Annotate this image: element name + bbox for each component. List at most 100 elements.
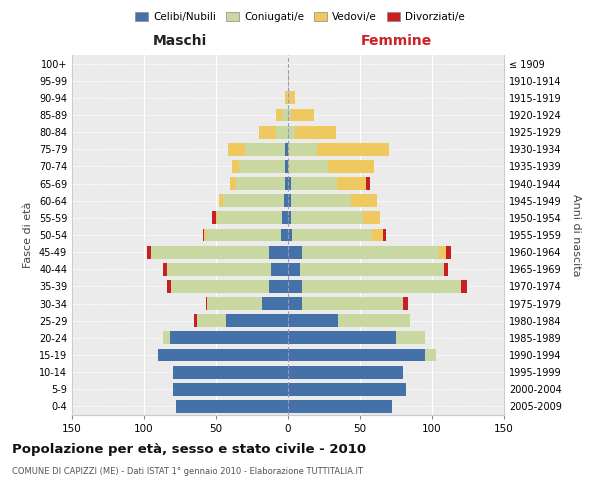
Bar — [151, 246, 269, 258]
Bar — [338, 314, 410, 327]
Bar — [443, 263, 448, 276]
Bar — [366, 177, 370, 190]
Bar — [288, 160, 328, 173]
Bar — [288, 177, 291, 190]
Bar — [328, 160, 374, 173]
Bar — [299, 263, 443, 276]
Bar — [163, 332, 170, 344]
Bar — [173, 383, 288, 396]
Bar — [396, 332, 425, 344]
Bar — [371, 228, 383, 241]
Text: Maschi: Maschi — [153, 34, 207, 48]
Bar — [284, 194, 288, 207]
Bar — [259, 126, 277, 138]
Bar — [269, 246, 288, 258]
Bar — [158, 348, 288, 362]
Bar — [271, 263, 288, 276]
Bar — [216, 212, 217, 224]
Bar — [219, 194, 223, 207]
Bar — [288, 246, 302, 258]
Text: COMUNE DI CAPIZZI (ME) - Dati ISTAT 1° gennaio 2010 - Elaborazione TUTTITALIA.IT: COMUNE DI CAPIZZI (ME) - Dati ISTAT 1° g… — [12, 468, 363, 476]
Bar — [176, 400, 288, 413]
Bar — [206, 297, 208, 310]
Bar — [208, 297, 262, 310]
Bar — [173, 366, 288, 378]
Y-axis label: Anni di nascita: Anni di nascita — [571, 194, 581, 276]
Bar — [170, 332, 288, 344]
Bar — [223, 194, 284, 207]
Bar — [277, 108, 282, 122]
Bar — [194, 314, 197, 327]
Bar — [352, 194, 377, 207]
Bar — [337, 177, 366, 190]
Bar — [282, 108, 288, 122]
Text: Femmine: Femmine — [361, 34, 431, 48]
Bar — [288, 143, 317, 156]
Bar — [197, 314, 226, 327]
Bar — [203, 228, 205, 241]
Bar — [403, 297, 407, 310]
Bar — [288, 348, 425, 362]
Bar — [291, 194, 352, 207]
Bar — [288, 92, 289, 104]
Bar — [291, 212, 363, 224]
Bar — [383, 228, 386, 241]
Bar — [227, 143, 245, 156]
Bar — [302, 246, 439, 258]
Bar — [288, 126, 295, 138]
Bar — [226, 314, 288, 327]
Bar — [172, 280, 269, 293]
Bar — [285, 177, 288, 190]
Legend: Celibi/Nubili, Coniugati/e, Vedovi/e, Divorziati/e: Celibi/Nubili, Coniugati/e, Vedovi/e, Di… — [131, 8, 469, 26]
Bar — [288, 297, 302, 310]
Bar — [269, 280, 288, 293]
Bar — [288, 194, 291, 207]
Bar — [277, 126, 288, 138]
Bar — [236, 177, 285, 190]
Bar — [288, 332, 396, 344]
Bar — [217, 212, 282, 224]
Bar — [288, 228, 292, 241]
Bar — [285, 160, 288, 173]
Bar — [288, 366, 403, 378]
Bar — [317, 143, 389, 156]
Bar — [288, 280, 302, 293]
Bar — [288, 212, 291, 224]
Bar — [167, 263, 271, 276]
Bar — [302, 280, 461, 293]
Bar — [425, 348, 436, 362]
Bar — [262, 297, 288, 310]
Bar — [232, 160, 239, 173]
Bar — [439, 246, 446, 258]
Bar — [212, 212, 216, 224]
Bar — [289, 92, 295, 104]
Bar — [302, 297, 403, 310]
Bar — [285, 92, 287, 104]
Bar — [281, 228, 288, 241]
Bar — [288, 314, 338, 327]
Y-axis label: Fasce di età: Fasce di età — [23, 202, 33, 268]
Bar — [291, 108, 314, 122]
Bar — [291, 177, 337, 190]
Bar — [239, 160, 285, 173]
Bar — [285, 143, 288, 156]
Bar — [245, 143, 285, 156]
Bar — [288, 74, 289, 87]
Bar — [295, 126, 335, 138]
Bar — [288, 400, 392, 413]
Bar — [446, 246, 451, 258]
Bar — [288, 108, 291, 122]
Bar — [230, 177, 236, 190]
Bar — [167, 280, 172, 293]
Text: Popolazione per età, sesso e stato civile - 2010: Popolazione per età, sesso e stato civil… — [12, 442, 366, 456]
Bar — [205, 228, 206, 241]
Bar — [363, 212, 380, 224]
Bar — [288, 263, 299, 276]
Bar — [163, 263, 167, 276]
Bar — [288, 383, 406, 396]
Bar — [206, 228, 281, 241]
Bar — [147, 246, 151, 258]
Bar — [461, 280, 467, 293]
Bar — [287, 92, 288, 104]
Bar — [282, 212, 288, 224]
